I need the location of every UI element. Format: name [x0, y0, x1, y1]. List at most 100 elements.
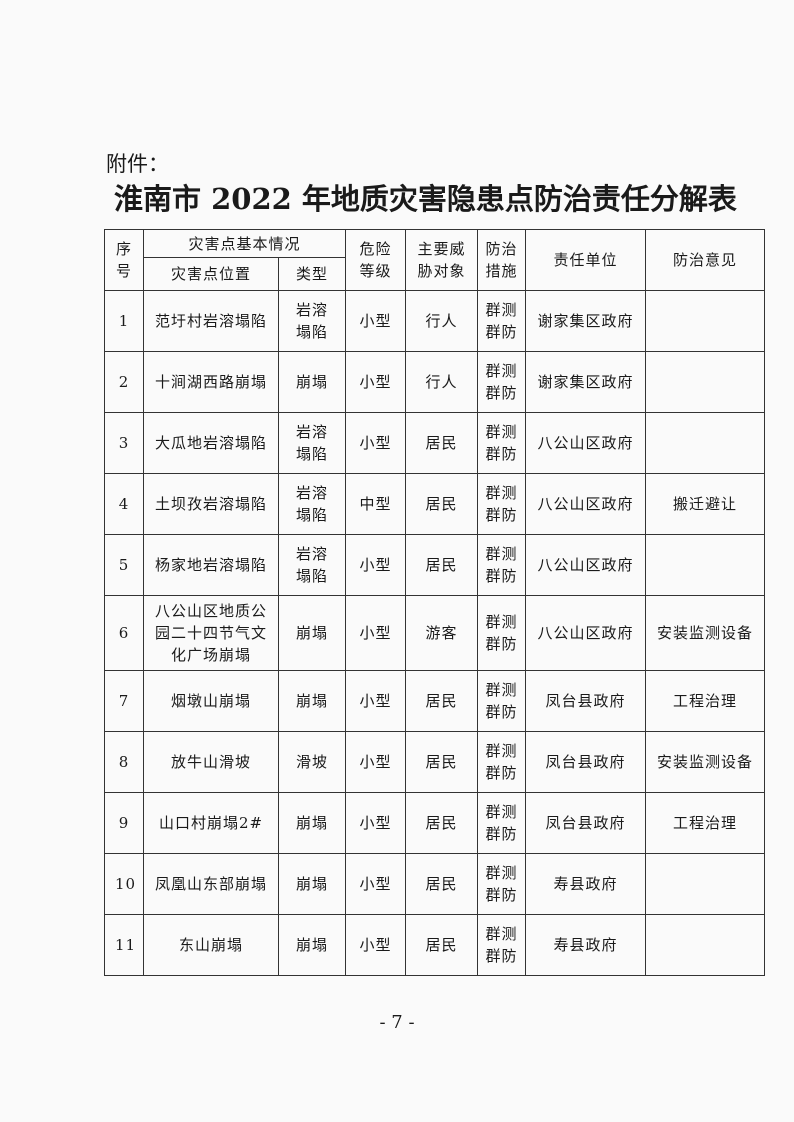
cell-measure: 群测群防 [477, 595, 527, 671]
header-opinion: 防治意见 [645, 229, 766, 291]
cell-opinion [645, 534, 766, 596]
cell-unit: 八公山区政府 [525, 595, 647, 671]
cell-measure: 群测群防 [477, 290, 527, 352]
cell-location: 山口村崩塌2# [143, 792, 279, 854]
table-row: 8 放牛山滑坡 滑坡 小型 居民 群测群防 凤台县政府 安装监测设备 [104, 731, 766, 793]
cell-location: 八公山区地质公园二十四节气文化广场崩塌 [143, 595, 279, 671]
table-row: 11 东山崩塌 崩塌 小型 居民 群测群防 寿县政府 [104, 914, 766, 976]
cell-level: 小型 [345, 670, 407, 732]
cell-unit: 谢家集区政府 [525, 351, 647, 413]
cell-type: 岩溶塌陷 [277, 290, 347, 352]
cell-location: 东山崩塌 [143, 914, 279, 976]
cell-opinion [645, 351, 766, 413]
cell-level: 小型 [345, 792, 407, 854]
cell-measure: 群测群防 [477, 670, 527, 732]
cell-no: 2 [104, 351, 144, 413]
cell-level: 小型 [345, 914, 407, 976]
cell-type: 滑坡 [277, 731, 347, 793]
cell-level: 小型 [345, 853, 407, 915]
cell-opinion [645, 412, 766, 474]
table-row: 10 凤凰山东部崩塌 崩塌 小型 居民 群测群防 寿县政府 [104, 853, 766, 915]
table-row: 4 土坝孜岩溶塌陷 岩溶塌陷 中型 居民 群测群防 八公山区政府 搬迁避让 [104, 473, 766, 535]
cell-unit: 寿县政府 [525, 853, 647, 915]
cell-unit: 八公山区政府 [525, 534, 647, 596]
cell-no: 10 [104, 853, 144, 915]
page-number: - 7 - [379, 1012, 415, 1033]
cell-threat: 居民 [405, 534, 479, 596]
cell-level: 小型 [345, 595, 407, 671]
cell-unit: 凤台县政府 [525, 731, 647, 793]
cell-measure: 群测群防 [477, 473, 527, 535]
cell-threat: 居民 [405, 473, 479, 535]
cell-threat: 居民 [405, 731, 479, 793]
cell-measure: 群测群防 [477, 853, 527, 915]
cell-opinion: 安装监测设备 [645, 595, 766, 671]
cell-level: 中型 [345, 473, 407, 535]
header-basic: 灾害点基本情况 [142, 229, 347, 258]
header-row-2: 灾害点位置 类型 [105, 257, 765, 291]
cell-measure: 群测群防 [477, 731, 527, 793]
cell-threat: 行人 [405, 290, 479, 352]
cell-opinion [645, 914, 766, 976]
cell-opinion: 搬迁避让 [645, 473, 766, 535]
cell-location: 十涧湖西路崩塌 [143, 351, 279, 413]
cell-type: 崩塌 [277, 853, 347, 915]
header-unit: 责任单位 [525, 229, 647, 291]
cell-type: 岩溶塌陷 [277, 534, 347, 596]
cell-measure: 群测群防 [477, 792, 527, 854]
cell-measure: 群测群防 [477, 914, 527, 976]
cell-location: 土坝孜岩溶塌陷 [143, 473, 279, 535]
cell-type: 崩塌 [277, 670, 347, 732]
header-no: 序号 [104, 229, 144, 291]
cell-threat: 居民 [405, 853, 479, 915]
cell-no: 7 [104, 670, 144, 732]
cell-level: 小型 [345, 290, 407, 352]
cell-no: 9 [104, 792, 144, 854]
responsibility-table: 序号 灾害点基本情况 危险等级 主要威胁对象 防治措施 责任单位 防治意见 灾害… [104, 229, 766, 976]
table-row: 1 范圩村岩溶塌陷 岩溶塌陷 小型 行人 群测群防 谢家集区政府 [104, 290, 766, 352]
cell-threat: 游客 [405, 595, 479, 671]
cell-unit: 八公山区政府 [525, 473, 647, 535]
cell-location: 大瓜地岩溶塌陷 [143, 412, 279, 474]
cell-level: 小型 [345, 412, 407, 474]
cell-threat: 居民 [405, 670, 479, 732]
cell-level: 小型 [345, 731, 407, 793]
cell-type: 岩溶塌陷 [277, 473, 347, 535]
cell-no: 1 [104, 290, 144, 352]
header-level: 危险等级 [345, 229, 407, 291]
header-row: 序号 灾害点基本情况 危险等级 主要威胁对象 防治措施 责任单位 防治意见 [104, 229, 766, 291]
cell-measure: 群测群防 [477, 412, 527, 474]
cell-unit: 寿县政府 [525, 914, 647, 976]
table-row: 6 八公山区地质公园二十四节气文化广场崩塌 崩塌 小型 游客 群测群防 八公山区政府 安装监测… [104, 595, 766, 671]
cell-type: 崩塌 [277, 595, 347, 671]
header-type: 类型 [277, 257, 347, 291]
cell-type: 岩溶塌陷 [277, 412, 347, 474]
cell-opinion: 工程治理 [645, 792, 766, 854]
cell-no: 11 [104, 914, 144, 976]
cell-type: 崩塌 [277, 351, 347, 413]
cell-no: 3 [104, 412, 144, 474]
header-location: 灾害点位置 [143, 257, 279, 291]
cell-unit: 凤台县政府 [525, 792, 647, 854]
cell-location: 杨家地岩溶塌陷 [143, 534, 279, 596]
page-title: 淮南市 2022 年地质灾害隐患点防治责任分解表 [114, 182, 737, 216]
cell-measure: 群测群防 [477, 351, 527, 413]
table-row: 7 烟墩山崩塌 崩塌 小型 居民 群测群防 凤台县政府 工程治理 [104, 670, 766, 732]
cell-location: 放牛山滑坡 [143, 731, 279, 793]
cell-threat: 行人 [405, 351, 479, 413]
attachment-label: 附件： [106, 152, 169, 176]
cell-no: 5 [104, 534, 144, 596]
cell-measure: 群测群防 [477, 534, 527, 596]
cell-location: 烟墩山崩塌 [143, 670, 279, 732]
cell-unit: 谢家集区政府 [525, 290, 647, 352]
header-threat: 主要威胁对象 [405, 229, 479, 291]
cell-threat: 居民 [405, 412, 479, 474]
cell-threat: 居民 [405, 914, 479, 976]
cell-opinion [645, 290, 766, 352]
header-measure: 防治措施 [477, 229, 527, 291]
cell-level: 小型 [345, 534, 407, 596]
cell-level: 小型 [345, 351, 407, 413]
table-row: 5 杨家地岩溶塌陷 岩溶塌陷 小型 居民 群测群防 八公山区政府 [104, 534, 766, 596]
table-row: 2 十涧湖西路崩塌 崩塌 小型 行人 群测群防 谢家集区政府 [104, 351, 766, 413]
